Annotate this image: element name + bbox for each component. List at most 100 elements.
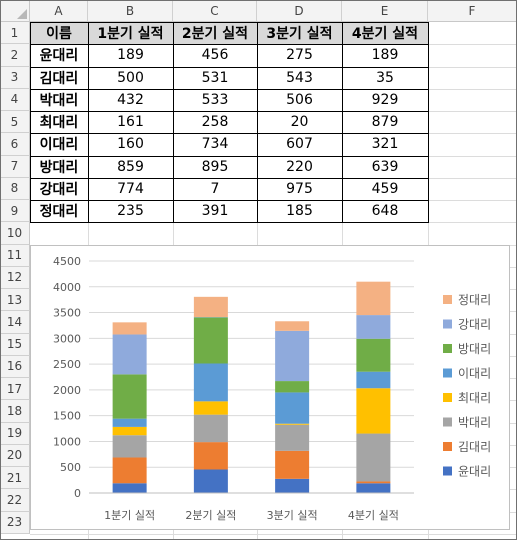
name-cell[interactable]: 윤대리 bbox=[39, 48, 79, 65]
row-header-13[interactable]: 13 bbox=[0, 289, 30, 312]
bar-segment-방대리-4분기 실적 bbox=[356, 338, 391, 372]
value-cell[interactable]: 531 bbox=[201, 69, 229, 86]
name-cell[interactable]: 방대리 bbox=[39, 159, 79, 176]
value-cell[interactable]: 975 bbox=[286, 180, 313, 197]
value-cell[interactable]: 189 bbox=[117, 47, 144, 64]
table-border bbox=[30, 44, 428, 46]
table-header-cell[interactable]: 3분기 실적 bbox=[257, 22, 342, 45]
value-cell[interactable]: 648 bbox=[371, 203, 399, 220]
name-cell[interactable]: 박대리 bbox=[39, 92, 79, 109]
bar-segment-김대리-2분기 실적 bbox=[193, 442, 228, 470]
legend-label: 최대리 bbox=[458, 391, 491, 405]
table-header-cell[interactable]: 4분기 실적 bbox=[342, 22, 428, 45]
value-cell[interactable]: 391 bbox=[201, 203, 229, 220]
column-header-F[interactable]: F bbox=[428, 0, 517, 22]
name-cell[interactable]: 정대리 bbox=[39, 204, 79, 221]
row-header-9[interactable]: 9 bbox=[0, 200, 30, 223]
value-cell[interactable]: 639 bbox=[371, 158, 399, 175]
row-header-1[interactable]: 1 bbox=[0, 22, 30, 45]
row-header-17[interactable]: 17 bbox=[0, 378, 30, 401]
value-cell[interactable]: 459 bbox=[371, 180, 399, 197]
value-cell[interactable]: 432 bbox=[117, 91, 144, 108]
bar-segment-이대리-1분기 실적 bbox=[112, 418, 147, 427]
row-header-22[interactable]: 22 bbox=[0, 489, 30, 512]
table-header-cell[interactable]: 이름 bbox=[30, 22, 88, 45]
row-header-15[interactable]: 15 bbox=[0, 333, 30, 356]
legend-swatch-정대리 bbox=[443, 295, 452, 304]
column-header-A[interactable]: A bbox=[30, 0, 88, 22]
row-header-4[interactable]: 4 bbox=[0, 88, 30, 111]
table-header-cell[interactable]: 2분기 실적 bbox=[173, 22, 257, 45]
row-header-18[interactable]: 18 bbox=[0, 400, 30, 423]
column-header-C[interactable]: C bbox=[173, 0, 257, 22]
table-border bbox=[30, 111, 428, 112]
row-header-10[interactable]: 10 bbox=[0, 222, 30, 245]
stacked-column-chart[interactable]: 0 500 1000 1500 2000 2500 3000 3500 4000 4500 1분기 … bbox=[30, 245, 510, 530]
value-cell[interactable]: 35 bbox=[376, 69, 394, 86]
value-cell[interactable]: 774 bbox=[117, 180, 144, 197]
value-cell[interactable]: 734 bbox=[201, 136, 229, 153]
row-header-5[interactable]: 5 bbox=[0, 111, 30, 134]
name-cell[interactable]: 김대리 bbox=[39, 70, 79, 87]
value-cell[interactable]: 7 bbox=[210, 180, 220, 197]
value-cell[interactable]: 20 bbox=[290, 114, 309, 131]
value-cell[interactable]: 185 bbox=[286, 203, 313, 220]
row-header-20[interactable]: 20 bbox=[0, 444, 30, 467]
bar-segment-최대리-2분기 실적 bbox=[193, 401, 228, 415]
grid-line bbox=[30, 533, 517, 535]
table-border bbox=[257, 22, 258, 224]
value-cell[interactable]: 161 bbox=[117, 114, 144, 131]
row-header-14[interactable]: 14 bbox=[0, 311, 30, 334]
table-border bbox=[30, 222, 428, 224]
legend-swatch-방대리 bbox=[443, 344, 452, 353]
y-tick-label: 0 bbox=[74, 487, 81, 500]
value-cell[interactable]: 533 bbox=[201, 91, 229, 108]
column-header-D[interactable]: D bbox=[257, 0, 342, 22]
value-cell[interactable]: 321 bbox=[371, 136, 399, 153]
row-header-8[interactable]: 8 bbox=[0, 177, 30, 200]
value-cell[interactable]: 189 bbox=[371, 47, 399, 64]
value-cell[interactable]: 895 bbox=[201, 158, 229, 175]
bar-segment-윤대리-1분기 실적 bbox=[112, 483, 147, 493]
value-cell[interactable]: 506 bbox=[286, 91, 313, 108]
bar-segment-방대리-1분기 실적 bbox=[112, 374, 147, 419]
value-cell[interactable]: 275 bbox=[286, 47, 313, 64]
row-header-2[interactable]: 2 bbox=[0, 44, 30, 67]
bar-segment-이대리-3분기 실적 bbox=[275, 392, 310, 424]
row-header-7[interactable]: 7 bbox=[0, 155, 30, 178]
legend-swatch-이대리 bbox=[443, 368, 452, 378]
value-cell[interactable]: 929 bbox=[371, 91, 399, 108]
value-cell[interactable]: 543 bbox=[286, 69, 313, 86]
value-cell[interactable]: 859 bbox=[117, 158, 144, 175]
column-header-E[interactable]: E bbox=[342, 0, 428, 22]
bar-segment-이대리-4분기 실적 bbox=[356, 371, 391, 389]
value-cell[interactable]: 879 bbox=[371, 114, 399, 131]
name-cell[interactable]: 강대리 bbox=[39, 181, 79, 198]
bar-segment-최대리-3분기 실적 bbox=[275, 423, 310, 425]
value-cell[interactable]: 235 bbox=[117, 203, 144, 220]
name-cell[interactable]: 최대리 bbox=[39, 115, 79, 132]
value-cell[interactable]: 456 bbox=[201, 47, 229, 64]
bar-segment-강대리-1분기 실적 bbox=[112, 334, 147, 375]
row-header-12[interactable]: 12 bbox=[0, 266, 30, 289]
row-header-6[interactable]: 6 bbox=[0, 133, 30, 156]
row-header-23[interactable]: 23 bbox=[0, 511, 30, 534]
row-header-3[interactable]: 3 bbox=[0, 66, 30, 89]
legend-label: 강대리 bbox=[458, 318, 491, 332]
value-cell[interactable]: 220 bbox=[286, 158, 313, 175]
bar-segment-강대리-3분기 실적 bbox=[275, 330, 310, 382]
legend-swatch-김대리 bbox=[443, 442, 452, 451]
value-cell[interactable]: 160 bbox=[117, 136, 144, 153]
value-cell[interactable]: 607 bbox=[286, 136, 313, 153]
name-cell[interactable]: 이대리 bbox=[39, 137, 79, 154]
column-header-B[interactable]: B bbox=[88, 0, 173, 22]
select-all-corner[interactable] bbox=[0, 0, 30, 22]
table-header-cell[interactable]: 1분기 실적 bbox=[88, 22, 173, 45]
bar-segment-정대리-1분기 실적 bbox=[112, 322, 147, 335]
row-header-11[interactable]: 11 bbox=[0, 244, 30, 267]
row-header-19[interactable]: 19 bbox=[0, 422, 30, 445]
value-cell[interactable]: 500 bbox=[117, 69, 144, 86]
row-header-21[interactable]: 21 bbox=[0, 467, 30, 490]
value-cell[interactable]: 258 bbox=[201, 114, 229, 131]
row-header-16[interactable]: 16 bbox=[0, 355, 30, 378]
